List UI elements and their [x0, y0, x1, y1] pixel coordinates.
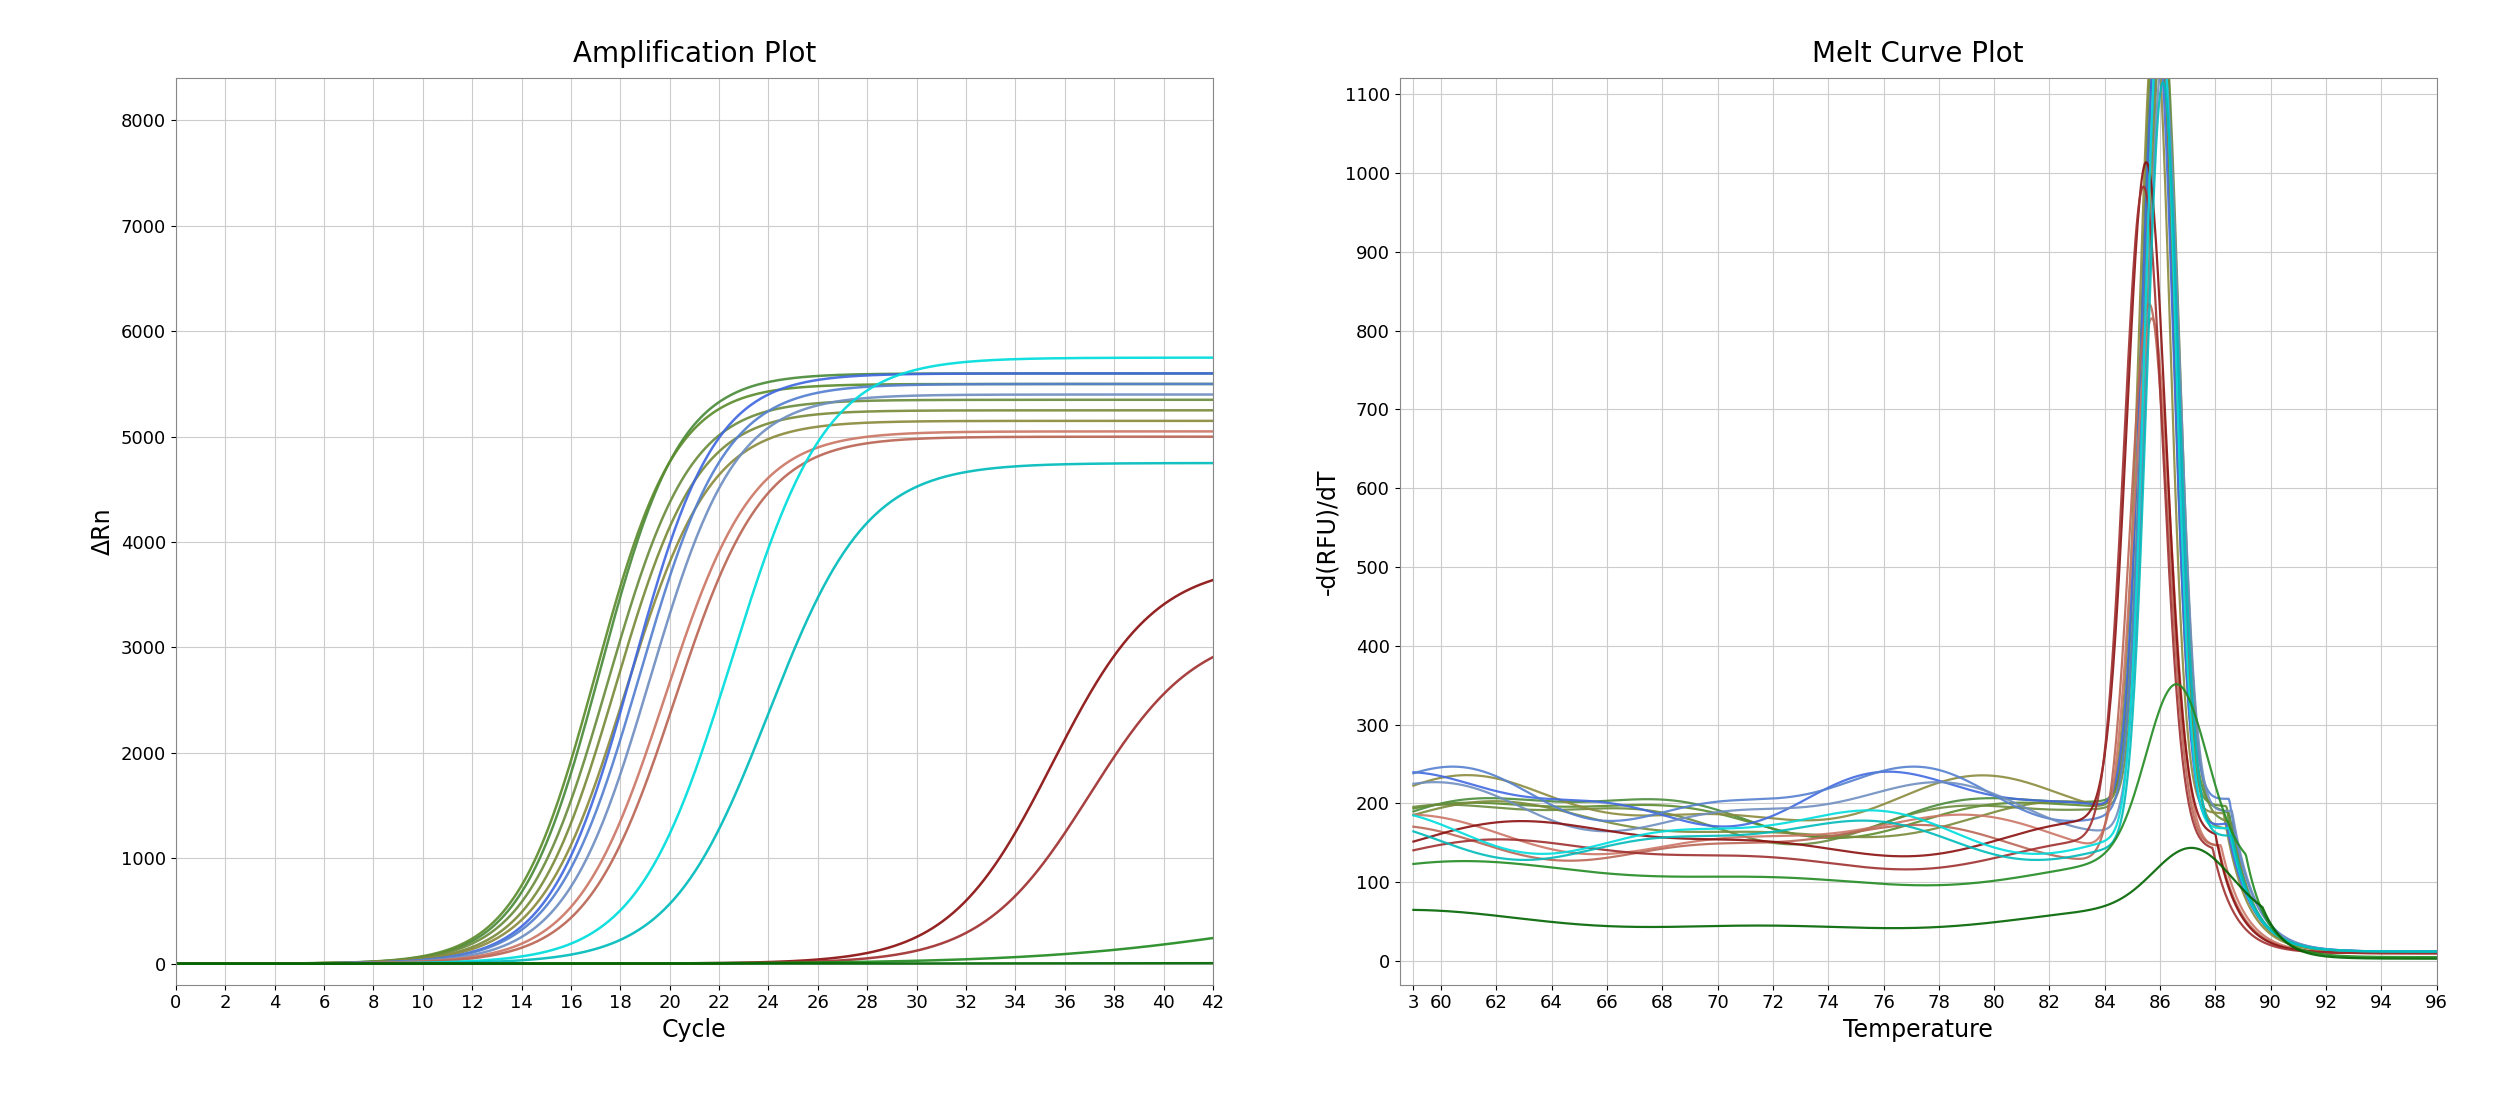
- Title: Amplification Plot: Amplification Plot: [573, 39, 816, 67]
- Y-axis label: ΔRn: ΔRn: [90, 508, 116, 555]
- Y-axis label: -d(RFU)/dT: -d(RFU)/dT: [1316, 468, 1339, 595]
- Title: Melt Curve Plot: Melt Curve Plot: [1811, 39, 2025, 67]
- X-axis label: Cycle: Cycle: [663, 1018, 726, 1042]
- X-axis label: Temperature: Temperature: [1844, 1018, 1992, 1042]
